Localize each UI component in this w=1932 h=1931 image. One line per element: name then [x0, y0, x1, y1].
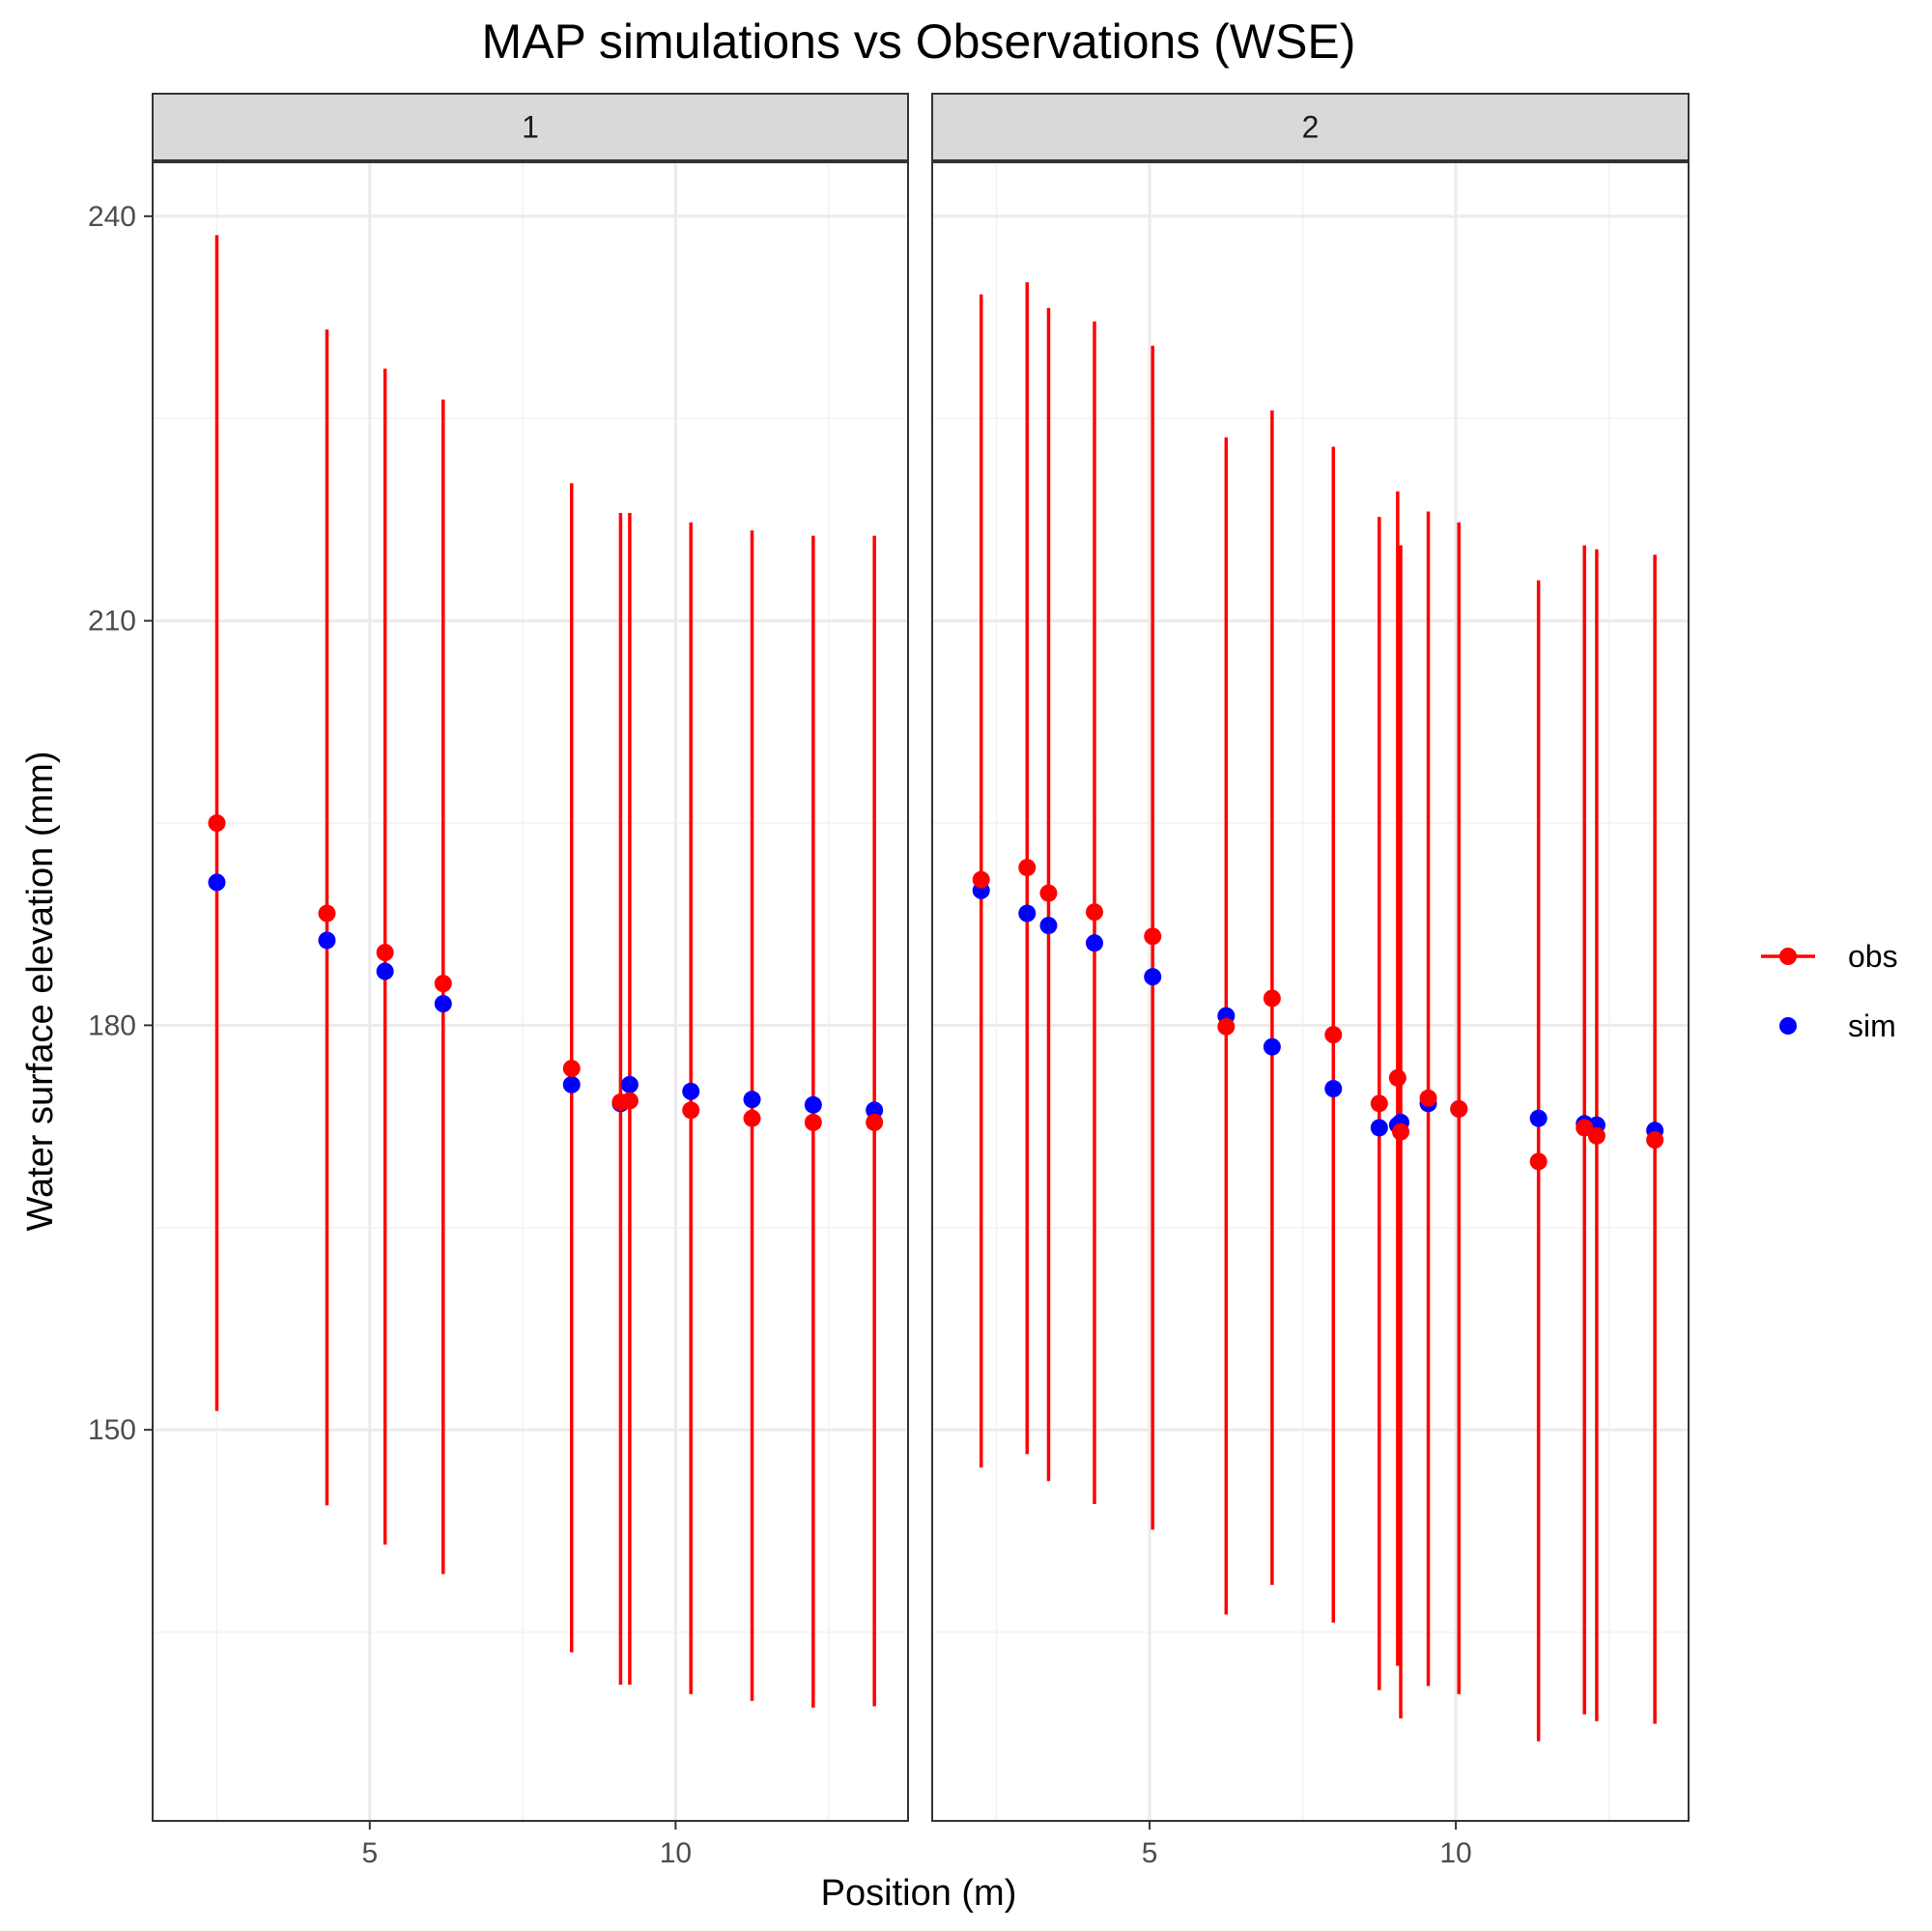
legend-label-obs: obs [1848, 939, 1898, 974]
obs-point [1388, 1068, 1406, 1087]
y-tick-label: 210 [88, 606, 136, 638]
sim-point [804, 1095, 822, 1114]
facet-strip-label: 1 [522, 110, 539, 145]
legend: obs sim [1761, 939, 1898, 1043]
obs-point [1263, 989, 1281, 1008]
obs-point [1144, 927, 1162, 946]
obs-point [1646, 1131, 1664, 1150]
obs-point [1018, 859, 1037, 877]
sim-point [208, 873, 226, 892]
obs-point [1217, 1017, 1236, 1036]
sim-point [1086, 934, 1104, 952]
obs-point [1039, 884, 1058, 902]
facet-strip-label: 2 [1302, 110, 1320, 145]
obs-point [972, 870, 990, 889]
x-tick-label: 10 [1439, 1837, 1471, 1869]
panel-border [152, 161, 909, 1822]
sim-point [1144, 968, 1162, 986]
obs-point [1086, 903, 1104, 922]
sim-point [1018, 904, 1037, 923]
sim-point [743, 1091, 761, 1109]
facet-panel-2: 2 5 10 [931, 93, 1690, 1869]
x-axis-title: Position (m) [821, 1873, 1017, 1914]
chart-title: MAP simulations vs Observations (WSE) [482, 14, 1356, 69]
y-tick-label: 240 [88, 201, 136, 233]
obs-point [1450, 1099, 1468, 1118]
facet-panel-1: 1 5 10 150 180 210 240 [88, 93, 909, 1869]
sim-point [562, 1075, 581, 1093]
y-tick-label: 150 [88, 1414, 136, 1446]
x-tick-label: 10 [660, 1837, 692, 1869]
obs-point [620, 1092, 639, 1110]
obs-point [1576, 1119, 1594, 1137]
sim-point [682, 1082, 700, 1100]
sim-point [1263, 1037, 1281, 1056]
y-tick-label: 180 [88, 1009, 136, 1041]
obs-point [1324, 1026, 1343, 1044]
legend-key-point [1779, 1017, 1797, 1035]
obs-point [1370, 1094, 1388, 1113]
obs-point [1587, 1126, 1605, 1145]
obs-point [866, 1113, 884, 1131]
sim-point [866, 1101, 884, 1120]
sim-point [376, 962, 394, 980]
plot-background [932, 162, 1689, 1821]
obs-point [318, 904, 336, 923]
obs-point [1529, 1152, 1548, 1171]
sim-point [434, 995, 452, 1013]
x-tick-label: 5 [1142, 1837, 1158, 1869]
obs-point [1392, 1122, 1410, 1141]
plot-background [153, 162, 908, 1821]
sim-point [620, 1075, 639, 1093]
facet-strip [152, 93, 909, 161]
sim-point [1529, 1109, 1548, 1127]
legend-label-sim: sim [1848, 1008, 1896, 1043]
y-axis-title: Water surface elevation (mm) [20, 752, 61, 1232]
obs-point [743, 1109, 761, 1127]
sim-point [318, 931, 336, 950]
obs-point [1419, 1089, 1437, 1107]
x-tick-label: 5 [361, 1837, 378, 1869]
panel-border [931, 161, 1690, 1822]
sim-point [1039, 917, 1058, 935]
obs-point [434, 975, 452, 993]
obs-point [208, 814, 226, 833]
sim-point [1370, 1119, 1388, 1137]
sim-point [1324, 1080, 1343, 1098]
legend-key-point [1779, 948, 1797, 965]
obs-point [376, 944, 394, 962]
facet-strip [931, 93, 1690, 161]
obs-point [682, 1101, 700, 1120]
panels-layer: 1 5 10 150 180 210 240 2 5 10 [88, 93, 1690, 1869]
obs-point [562, 1060, 581, 1078]
obs-point [804, 1113, 822, 1131]
